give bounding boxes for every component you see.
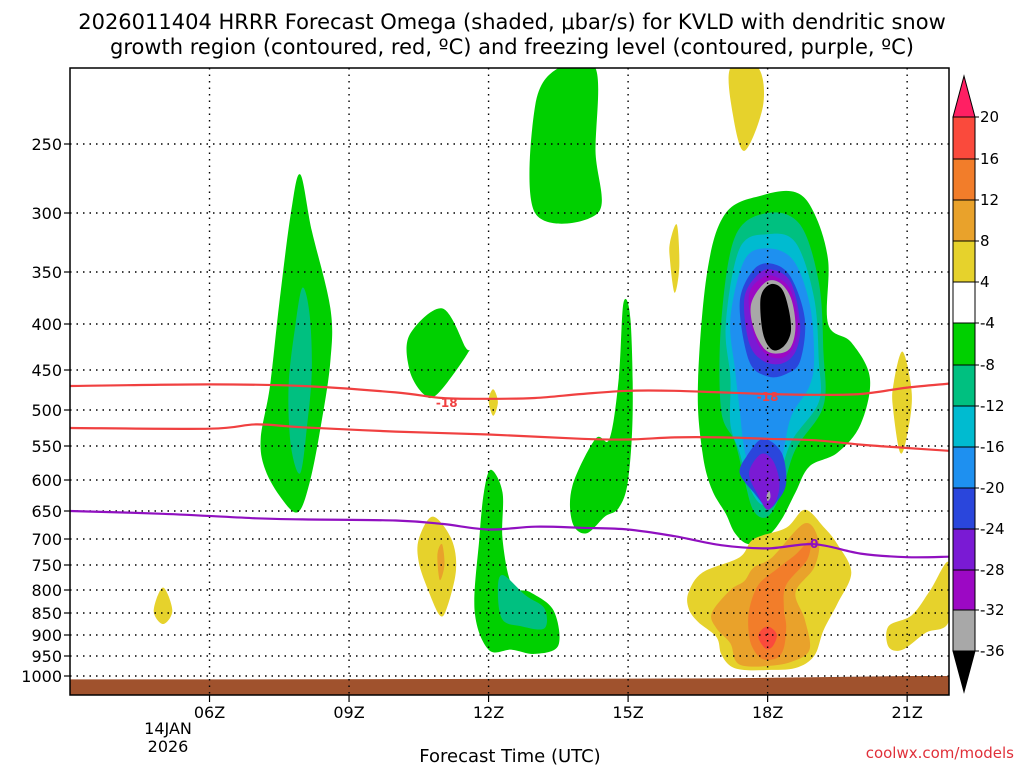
contour-lines [70,382,949,559]
core-rise-18z [760,283,792,351]
colorbar-label: -16 [980,438,1005,456]
chart-title-line2: growth region (contoured, red, ºC) and f… [110,35,914,59]
weak-sink-1030z [417,516,457,617]
y-tick-label: 800 [31,581,62,600]
dgz-bottom-isotherm [70,423,949,452]
colorbar-label: -12 [980,397,1005,415]
weak-rise-13z-upper [529,68,602,224]
colorbar-swatch [952,405,976,448]
time-axis: 06Z 09Z 12Z 15Z 18Z 21Z [194,695,923,722]
colorbar-swatch [952,240,976,283]
colorbar-label: -32 [980,601,1005,619]
terrain-ground [70,676,949,695]
weak-sink-2030z [892,351,912,454]
y-tick-label: 700 [31,530,62,549]
colorbar-label: 8 [980,232,990,250]
colorbar-swatch [952,528,976,571]
x-axis-title: Forecast Time (UTC) [419,746,600,767]
y-tick-label: 750 [31,556,62,575]
plot-frame [69,67,950,696]
weak-rise-11z [406,308,471,399]
colorbar-label: -20 [980,479,1005,497]
y-tick-label: 850 [31,604,62,623]
y-tick-label: 950 [31,647,62,666]
weak-sink-1545z-sliver [669,224,680,293]
source-credit: coolwx.com/models [866,744,1014,762]
moderate-rise-1230z [497,574,548,630]
colorbar-legend: 20 16 12 8 4 -4 -8 -12 -16 -20 -24 -28 -32 -36 [952,74,1005,694]
chart-title-line1: 2026011404 HRRR Forecast Omega (shaded, … [78,10,946,34]
colorbar-label: -28 [980,561,1005,579]
y-tick-label: 650 [31,502,62,521]
weak-sink-1730z-top [728,68,764,151]
very-intense-rise-18z-lower [748,453,780,510]
colorbar-swatch [952,158,976,201]
omega-shading [70,68,949,695]
colorbar-swatch [952,569,976,611]
weak-sink-21z-lower [886,561,949,651]
colorbar-swatch [952,487,976,530]
colorbar-label: 4 [980,273,990,291]
y-tick-label: 600 [31,471,62,490]
colorbar-swatch [952,446,976,489]
x-tick-label: 15Z [612,703,643,722]
weak-rise-12z-column [474,469,560,654]
colorbar-label: -8 [980,356,995,374]
freezing-level-line [70,509,949,559]
x-tick-label: 21Z [891,703,922,722]
colorbar-swatch [952,199,976,242]
dgz-label: -18 [436,396,458,410]
colorbar-swatch [952,364,976,407]
colorbar-top-arrow [952,74,976,118]
weak-sink-1215z-sliver [488,389,498,416]
x-tick-label: 12Z [473,703,504,722]
y-tick-label: 450 [31,361,62,380]
plot-area [70,68,949,695]
y-tick-label: 300 [31,204,62,223]
colorbar-label: 20 [980,108,999,126]
y-tick-label: 350 [31,263,62,282]
colorbar-label: -4 [980,314,995,332]
y-tick-label: 900 [31,626,62,645]
contour-labels: -18 -18 0 [436,390,818,551]
x-tick-label: 09Z [333,703,364,722]
y-tick-label: 400 [31,315,62,334]
y-tick-label: 250 [31,135,62,154]
x-tick-label: 18Z [752,703,783,722]
moderate-sink-1030z [437,543,445,581]
gridlines [70,68,949,695]
gray-speck-18z [766,491,771,502]
dgz-top-isotherm [70,382,949,400]
y-tick-label: 550 [31,437,62,456]
freezing-level-label: 0 [810,537,818,551]
y-tick-label: 500 [31,401,62,420]
colorbar-swatch [952,322,976,366]
dgz-label: -18 [757,390,779,404]
date-day-label: 14JAN [144,719,192,738]
colorbar-swatch [952,609,976,652]
colorbar-swatch [952,116,976,160]
pressure-axis: 250 300 350 400 450 500 550 600 650 700 750 800 850 9… [21,135,70,686]
colorbar-swatch [952,281,976,324]
colorbar-label: -36 [980,642,1005,660]
colorbar-bottom-arrow [952,650,976,694]
very-strong-sink-18z [758,626,777,650]
y-tick-label: 1000 [21,667,62,686]
colorbar-label: -24 [980,520,1005,538]
date-year-label: 2026 [148,737,189,756]
weak-sink-0445z [153,587,173,624]
colorbar-label: 16 [980,150,999,168]
weak-rise-1430z-tower [569,298,633,534]
colorbar-label: 12 [980,191,999,209]
x-tick-label: 06Z [194,703,225,722]
